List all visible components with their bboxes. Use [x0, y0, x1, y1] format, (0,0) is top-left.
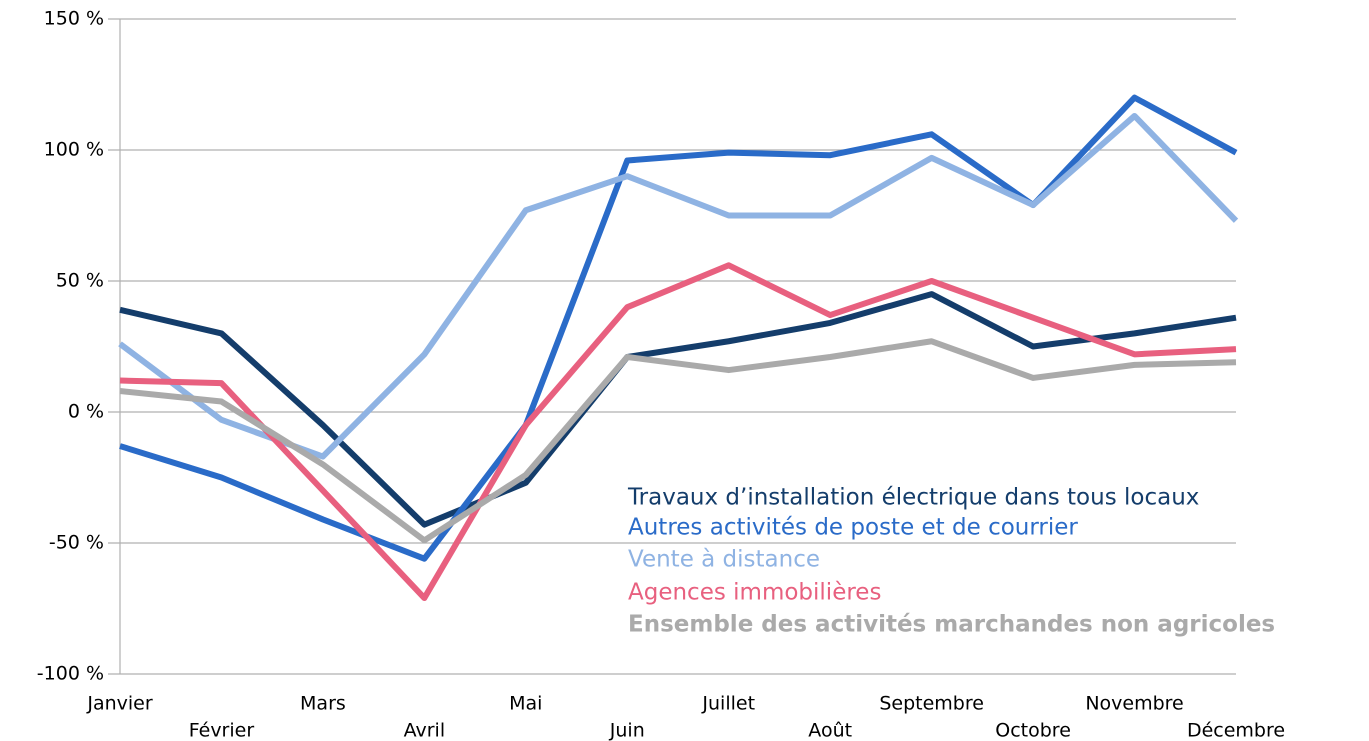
legend-label: Ensemble des activités marchandes non ag… [628, 612, 1275, 638]
x-tick-label: Mars [300, 693, 346, 715]
x-tick-label: Septembre [879, 693, 984, 715]
y-tick-label: 50 % [56, 270, 104, 292]
y-tick-label: -50 % [49, 532, 104, 554]
x-tick-label: Décembre [1187, 720, 1285, 741]
x-tick-label: Octobre [995, 720, 1071, 741]
x-tick-label: Juin [609, 720, 645, 741]
series-line [119, 262, 1237, 602]
x-tick-label: Avril [404, 720, 446, 741]
legend-label: Agences immobilières [628, 580, 881, 606]
x-tick-label: Mai [509, 693, 542, 715]
x-tick-label: Juillet [701, 693, 755, 715]
x-tick-label: Janvier [86, 693, 153, 715]
legend-label: Autres activités de poste et de courrier [628, 515, 1078, 541]
x-tick-label: Novembre [1085, 693, 1183, 715]
legend-label: Vente à distance [628, 547, 820, 573]
series-line [119, 291, 1237, 528]
y-tick-label: 0 % [68, 401, 104, 423]
series-line [119, 338, 1237, 544]
legend-label: Travaux d’installation électrique dans t… [627, 485, 1199, 511]
y-tick-label: -100 % [37, 663, 104, 685]
y-tick-label: 150 % [44, 8, 104, 30]
x-tick-label: Août [808, 720, 852, 741]
x-tick-label: Février [189, 720, 255, 741]
y-tick-label: 100 % [44, 139, 104, 161]
